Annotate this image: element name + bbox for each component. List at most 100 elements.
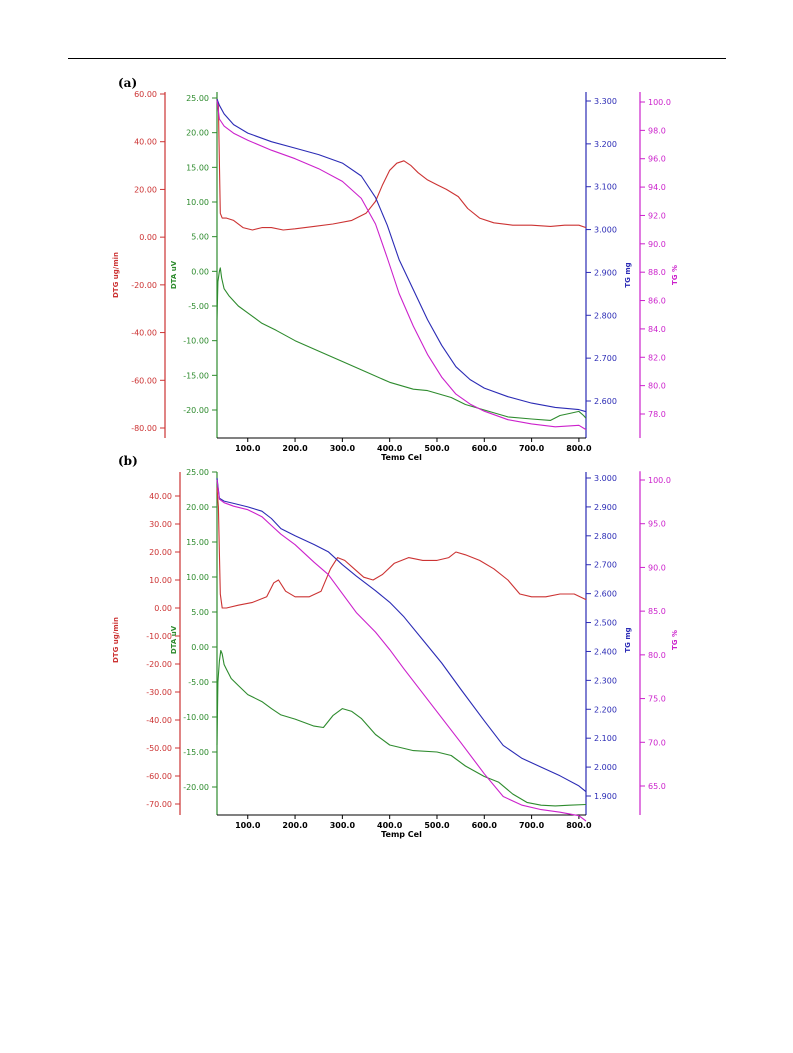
tgmg-tick-label: 3.100 bbox=[594, 183, 617, 192]
dta-tick-label: 20.00 bbox=[186, 129, 209, 138]
x-tick-label: 400.0 bbox=[377, 821, 403, 830]
dta-tick-label: 10.00 bbox=[186, 198, 209, 207]
dtg-tick-label: -60.00 bbox=[146, 772, 172, 781]
tgmg-tick-label: 2.300 bbox=[594, 676, 617, 685]
tgpct-axis-title: TG % bbox=[671, 265, 679, 285]
tgmg-axis-title: TG mg bbox=[624, 262, 632, 287]
dta-series-line bbox=[216, 267, 587, 421]
tgpct-tick-label: 96.0 bbox=[648, 155, 666, 164]
chart-panel-a: (a) 60.00 40.00 20.00 0.00 -20.00 -40.00 -60.0… bbox=[0, 70, 793, 460]
x-tick-label: 600.0 bbox=[472, 821, 498, 830]
panel-label-b: (b) bbox=[118, 454, 138, 468]
dtg-tick-label: 60.00 bbox=[134, 90, 157, 99]
dtg-tick-label: 0.00 bbox=[154, 604, 172, 613]
dta-tick-label: 25.00 bbox=[186, 468, 209, 477]
dta-tick-label: 15.00 bbox=[186, 538, 209, 547]
tgpct-series-line bbox=[216, 100, 587, 431]
dta-tick-label: -5.00 bbox=[188, 302, 209, 311]
x-tick-label: 400.0 bbox=[377, 444, 403, 453]
tgpct-tick-label: 78.0 bbox=[648, 410, 666, 419]
tgmg-tick-label: 2.900 bbox=[594, 268, 617, 277]
x-tick-label: 600.0 bbox=[472, 444, 498, 453]
tgpct-tick-label: 85.0 bbox=[648, 607, 666, 616]
tgmg-tick-label: 2.600 bbox=[594, 590, 617, 599]
dtg-series-line bbox=[216, 487, 587, 609]
dta-axis-title: DTA uV bbox=[170, 625, 178, 654]
chart-panel-b: (b) 40.00 30.00 20.00 10.00 0.00 -10.00 -20.00… bbox=[0, 450, 793, 850]
x-tick-label: 100.0 bbox=[235, 821, 261, 830]
tgpct-tick-label: 90.0 bbox=[648, 240, 666, 249]
dtg-tick-label: -40.00 bbox=[131, 329, 157, 338]
tgpct-tick-label: 95.0 bbox=[648, 520, 666, 529]
x-tick-label: 200.0 bbox=[282, 444, 308, 453]
tgpct-tick-label: 80.0 bbox=[648, 382, 666, 391]
dtg-tick-label: -60.00 bbox=[131, 376, 157, 385]
tgpct-tick-label: 70.0 bbox=[648, 738, 666, 747]
dta-tick-label: -5.00 bbox=[188, 678, 209, 687]
dtg-tick-label: 20.00 bbox=[149, 548, 172, 557]
x-tick-label: 700.0 bbox=[519, 444, 545, 453]
tgmg-tick-label: 2.100 bbox=[594, 734, 617, 743]
dta-tick-label: 15.00 bbox=[186, 163, 209, 172]
tgmg-tick-label: 2.800 bbox=[594, 532, 617, 541]
dta-tick-label: 5.00 bbox=[191, 608, 209, 617]
dtg-tick-label: 10.00 bbox=[149, 576, 172, 585]
dtg-series-line bbox=[216, 98, 587, 231]
panel-label-a: (a) bbox=[118, 76, 138, 90]
tgpct-tick-label: 92.0 bbox=[648, 211, 666, 220]
x-tick-label: 700.0 bbox=[519, 821, 545, 830]
x-tick-label: 500.0 bbox=[424, 821, 450, 830]
dtg-tick-label: -20.00 bbox=[146, 660, 172, 669]
tgpct-tick-label: 65.0 bbox=[648, 782, 666, 791]
dtg-tick-label: -70.00 bbox=[146, 800, 172, 809]
tgmg-tick-label: 3.000 bbox=[594, 226, 617, 235]
x-tick-label: 800.0 bbox=[566, 821, 592, 830]
tgpct-tick-label: 94.0 bbox=[648, 183, 666, 192]
dtg-tick-label: -30.00 bbox=[146, 688, 172, 697]
tgpct-series-line bbox=[216, 479, 587, 822]
tgpct-tick-label: 98.0 bbox=[648, 126, 666, 135]
x-tick-label: 100.0 bbox=[235, 444, 261, 453]
tgpct-tick-label: 80.0 bbox=[648, 651, 666, 660]
x-tick-label: 300.0 bbox=[330, 821, 356, 830]
dtg-tick-label: -50.00 bbox=[146, 744, 172, 753]
dta-tick-label: -15.00 bbox=[183, 748, 209, 757]
tgmg-tick-label: 2.700 bbox=[594, 561, 617, 570]
dtg-tick-label: 40.00 bbox=[149, 492, 172, 501]
dta-tick-label: 5.00 bbox=[191, 233, 209, 242]
header-rule bbox=[68, 58, 726, 59]
x-axis-title: Temp Cel bbox=[381, 453, 422, 460]
dtg-tick-label: -10.00 bbox=[146, 632, 172, 641]
dtg-tick-label: -20.00 bbox=[131, 281, 157, 290]
tgmg-tick-label: 2.600 bbox=[594, 397, 617, 406]
chart-b: 40.00 30.00 20.00 10.00 0.00 -10.00 -20.00 -30.… bbox=[112, 468, 679, 839]
tgmg-tick-label: 2.000 bbox=[594, 763, 617, 772]
dta-series-line bbox=[216, 649, 587, 807]
dta-tick-label: -15.00 bbox=[183, 371, 209, 380]
x-axis-title: Temp Cel bbox=[381, 830, 422, 839]
tgpct-tick-label: 84.0 bbox=[648, 325, 666, 334]
dta-tick-label: 20.00 bbox=[186, 503, 209, 512]
chart-a: 60.00 40.00 20.00 0.00 -20.00 -40.00 -60.00 -80… bbox=[112, 90, 679, 460]
dtg-axis-title: DTG ug/min bbox=[112, 252, 120, 298]
tgpct-tick-label: 100.0 bbox=[648, 98, 671, 107]
tgmg-tick-label: 1.900 bbox=[594, 792, 617, 801]
tgmg-tick-label: 3.200 bbox=[594, 140, 617, 149]
tgmg-series-line bbox=[216, 98, 587, 413]
dtg-axis-title: DTG ug/min bbox=[112, 617, 120, 663]
tgpct-axis-title: TG % bbox=[671, 630, 679, 650]
tgpct-tick-label: 90.0 bbox=[648, 563, 666, 572]
tgmg-tick-label: 2.700 bbox=[594, 354, 617, 363]
x-tick-label: 500.0 bbox=[424, 444, 450, 453]
dta-tick-label: 10.00 bbox=[186, 573, 209, 582]
dta-tick-label: -10.00 bbox=[183, 337, 209, 346]
dta-tick-label: -10.00 bbox=[183, 713, 209, 722]
tgmg-tick-label: 2.200 bbox=[594, 705, 617, 714]
tgmg-tick-label: 3.000 bbox=[594, 474, 617, 483]
dta-tick-label: 0.00 bbox=[191, 643, 209, 652]
dtg-tick-label: -40.00 bbox=[146, 716, 172, 725]
tgmg-tick-label: 3.300 bbox=[594, 97, 617, 106]
dtg-tick-label: 30.00 bbox=[149, 520, 172, 529]
tgmg-tick-label: 2.400 bbox=[594, 647, 617, 656]
x-tick-label: 300.0 bbox=[330, 444, 356, 453]
